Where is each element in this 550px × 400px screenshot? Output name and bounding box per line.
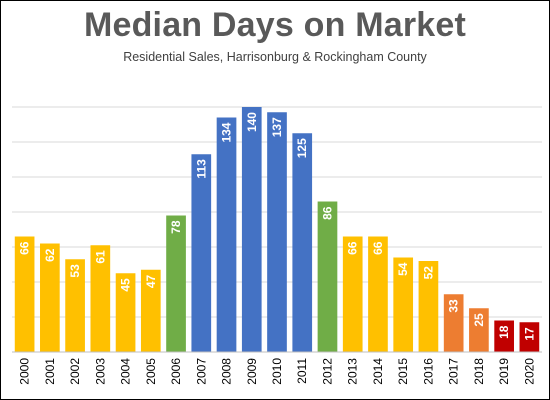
x-tick-label: 2016: [421, 358, 435, 385]
x-tick-label: 2004: [119, 358, 133, 385]
bar-2016: [418, 261, 439, 352]
bar-2017: [443, 294, 464, 352]
bar-value-label: 62: [43, 248, 57, 262]
bar-2014: [368, 236, 388, 352]
bar-2001: [40, 243, 60, 352]
x-tick-label: 2008: [220, 358, 234, 385]
bar-value-label: 140: [245, 112, 259, 132]
x-tick-label: 2018: [472, 358, 486, 385]
bar-value-label: 78: [169, 220, 183, 234]
bar-2010: [267, 112, 287, 352]
bar-2019: [494, 320, 514, 352]
x-tick-label: 2005: [144, 358, 158, 385]
bar-value-label: 17: [522, 327, 536, 341]
x-tick-label: 2011: [295, 358, 309, 384]
x-tick-label: 2006: [169, 358, 183, 385]
bar-value-label: 66: [371, 241, 385, 255]
x-tick-label: 2002: [68, 358, 82, 385]
bars: [14, 107, 540, 352]
bar-value-label: 66: [18, 241, 32, 255]
bar-value-label: 54: [396, 262, 410, 276]
bar-value-label: 125: [295, 138, 309, 158]
bar-2006: [166, 215, 186, 352]
x-tick-label: 2019: [497, 358, 511, 385]
bar-value-label: 47: [144, 274, 158, 288]
bar-2012: [317, 201, 338, 352]
x-tick-label: 2007: [194, 358, 208, 385]
x-tick-label: 2003: [93, 358, 107, 385]
chart-title: Median Days on Market: [83, 6, 467, 44]
bar-value-label: 137: [270, 117, 284, 137]
bar-2000: [14, 236, 35, 352]
bar-2013: [342, 236, 363, 352]
bar-2018: [469, 308, 489, 352]
x-tick-label: 2020: [522, 358, 536, 385]
bar-value-label: 45: [119, 278, 133, 292]
x-tick-label: 2001: [43, 358, 57, 385]
x-tick-label: 2010: [270, 358, 284, 385]
bar-2015: [393, 257, 414, 352]
bar-2009: [241, 107, 262, 352]
bar-value-label: 33: [447, 299, 461, 313]
bar-2003: [90, 245, 111, 352]
bar-2007: [191, 154, 212, 352]
x-tick-label: 2014: [371, 358, 385, 385]
bar-value-label: 134: [220, 122, 234, 142]
bar-value-label: 18: [497, 325, 511, 339]
x-tick-label: 2009: [245, 358, 259, 385]
bar-2004: [115, 273, 136, 352]
x-tick-label: 2000: [18, 358, 32, 385]
x-tick-label: 2012: [320, 358, 334, 385]
bar-value-label: 61: [93, 250, 107, 264]
bar-2005: [140, 269, 161, 352]
x-tick-label: 2017: [447, 358, 461, 385]
bar-2002: [65, 259, 85, 352]
x-tick-label: 2013: [346, 358, 360, 385]
bar-2008: [216, 117, 237, 352]
bar-2011: [292, 133, 313, 352]
chart-subtitle: Residential Sales, Harrisonburg & Rockin…: [123, 50, 427, 64]
bar-value-label: 52: [421, 266, 435, 280]
bar-value-label: 86: [320, 206, 334, 220]
x-tick-label: 2015: [396, 358, 410, 385]
bar-value-label: 25: [472, 313, 486, 327]
bar-value-label: 66: [346, 241, 360, 255]
bar-value-label: 113: [194, 159, 208, 179]
bar-value-label: 53: [68, 264, 82, 278]
x-axis-tick-labels: 2000 2001 2002 2003 2004 2005 2006 2007 2008 2009…: [18, 358, 537, 385]
bar-value-labels: 66 62 53 61 45 47 78 113 134 140 137 125 86 66 66 54 52 3…: [18, 112, 537, 341]
bar-2020: [519, 322, 540, 352]
